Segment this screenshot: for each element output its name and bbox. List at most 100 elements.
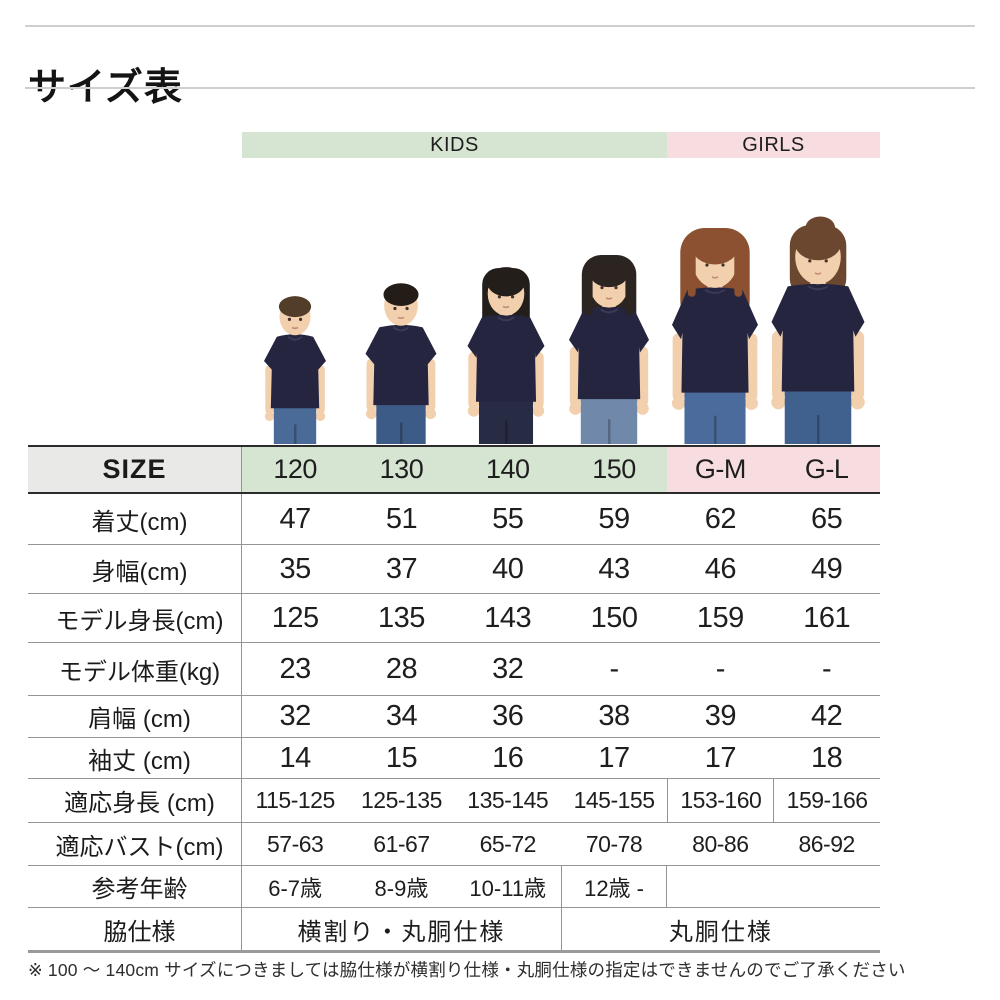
table-cell: 145-155 [573, 787, 655, 813]
table-cell [773, 866, 879, 907]
side-spec-kids-cell: 横割り・丸胴仕様 [297, 918, 506, 946]
table-cell: 17 [704, 741, 737, 774]
table-cell: 32 [492, 652, 524, 685]
table-row-side-spec: 脇仕様 横割り・丸胴仕様 丸胴仕様 [28, 907, 880, 950]
table-cell: - [609, 652, 619, 685]
size-col-120: 120 [242, 447, 349, 492]
table-row-model-weight: モデル体重(kg) 23 28 32 - - - [28, 642, 880, 695]
row-label: 袖丈 (cm) [28, 738, 242, 778]
model-figure-130 [365, 283, 437, 444]
table-cell: 150 [590, 601, 638, 634]
size-col-130: 130 [348, 447, 455, 492]
table-cell: 16 [492, 741, 524, 774]
model-figure-150 [569, 255, 649, 444]
table-row-sleeve-length: 袖丈 (cm) 14 15 16 17 17 18 [28, 737, 880, 778]
model-figure-G-M [671, 228, 759, 444]
row-label: 参考年齢 [28, 866, 242, 907]
table-cell: 23 [279, 652, 312, 685]
table-cell: 49 [811, 552, 843, 585]
kids-group-label: KIDS [430, 133, 479, 156]
table-cell: 38 [598, 700, 630, 732]
row-label: モデル体重(kg) [28, 643, 242, 695]
table-cell: 37 [385, 552, 418, 585]
table-cell: 57-63 [266, 830, 324, 857]
girls-group-header: GIRLS [667, 132, 880, 158]
table-cell: 61-67 [373, 830, 430, 857]
size-col-140: 140 [454, 447, 561, 492]
row-label: 脇仕様 [28, 908, 242, 950]
table-cell: 10-11歳 [469, 875, 547, 901]
table-cell: 161 [803, 601, 851, 634]
table-cell: 125-135 [360, 787, 442, 813]
table-row-shoulder-width: 肩幅 (cm) 32 34 36 38 39 42 [28, 695, 880, 737]
table-cell: - [715, 652, 726, 685]
model-figure-G-L [771, 216, 865, 444]
size-col-150: 150 [560, 447, 668, 492]
table-row-body-length: 着丈(cm) 47 51 55 59 62 65 [28, 494, 880, 544]
table-cell: 17 [598, 741, 630, 774]
table-cell: 43 [598, 552, 630, 585]
row-label: 適応バスト(cm) [28, 823, 242, 865]
model-figure-120 [264, 296, 326, 444]
row-label: 肩幅 (cm) [28, 696, 242, 737]
row-label: 身幅(cm) [28, 545, 242, 593]
table-cell: 46 [704, 552, 737, 585]
size-header-row: SIZE 120 130 140 150 G-M G-L [28, 445, 880, 494]
table-cell: 39 [704, 700, 737, 732]
model-figure-140 [467, 267, 545, 444]
table-cell: 40 [492, 552, 524, 585]
table-cell: 59 [598, 502, 630, 535]
table-cell: 6-7歳 [268, 875, 323, 901]
table-cell: 12歳 - [560, 866, 668, 907]
table-cell: 153-160 [667, 779, 773, 822]
table-cell: 115-125 [255, 787, 336, 813]
size-table: SIZE 120 130 140 150 G-M G-L 着丈(cm) 47 5… [28, 445, 880, 953]
row-label: モデル身長(cm) [28, 594, 242, 642]
table-cell: 8-9歳 [374, 875, 429, 901]
size-col-gm: G-M [667, 447, 774, 492]
table-cell: 80-86 [692, 830, 749, 857]
table-cell: 159-166 [773, 779, 879, 822]
table-cell: 159 [696, 601, 744, 634]
table-cell: 35 [279, 552, 312, 585]
table-row-fit-bust: 適応バスト(cm) 57-63 61-67 65-72 70-78 80-86 … [28, 822, 880, 865]
table-cell: 70-78 [585, 830, 643, 857]
table-cell: 18 [811, 741, 843, 774]
footnote: ※ 100 ～ 140cm サイズにつきましては脇仕様が横割り仕様・丸胴仕様の指… [28, 960, 906, 980]
row-label: 適応身長 (cm) [28, 779, 242, 822]
table-cell: 28 [385, 652, 418, 685]
table-cell: 34 [385, 700, 418, 732]
table-cell: 65 [811, 502, 843, 535]
table-cell [667, 866, 773, 907]
title-divider [25, 87, 975, 89]
table-cell: 14 [279, 741, 312, 774]
table-cell: 47 [279, 502, 312, 535]
girls-group-label: GIRLS [742, 133, 805, 156]
table-row-fit-height: 適応身長 (cm) 115-125 125-135 135-145 145-15… [28, 778, 880, 822]
table-cell: 135 [378, 601, 425, 634]
table-cell: 86-92 [798, 830, 855, 857]
table-cell: 65-72 [479, 830, 537, 857]
table-cell: 125 [271, 601, 319, 634]
table-row-model-height: モデル身長(cm) 125 135 143 150 159 161 [28, 593, 880, 642]
table-cell: 15 [385, 741, 418, 774]
table-cell: 62 [704, 502, 737, 535]
table-row-body-width: 身幅(cm) 35 37 40 43 46 49 [28, 544, 880, 593]
top-divider [25, 25, 975, 27]
table-cell: - [822, 652, 832, 685]
table-cell: 36 [492, 700, 524, 732]
table-cell: 135-145 [467, 787, 549, 813]
table-cell: 55 [492, 502, 524, 535]
model-photos [264, 216, 865, 444]
table-cell: 143 [484, 601, 532, 634]
table-cell: 51 [385, 502, 418, 535]
kids-group-header: KIDS [242, 132, 667, 158]
row-label: 着丈(cm) [28, 494, 242, 544]
side-spec-girls-cell: 丸胴仕様 [560, 908, 880, 950]
table-cell: 42 [811, 700, 843, 732]
table-cell: 32 [279, 700, 312, 732]
table-row-reference-age: 参考年齢 6-7歳 8-9歳 10-11歳 12歳 - [28, 865, 880, 907]
size-header-label: SIZE [28, 447, 242, 492]
size-col-gl: G-L [773, 447, 880, 492]
